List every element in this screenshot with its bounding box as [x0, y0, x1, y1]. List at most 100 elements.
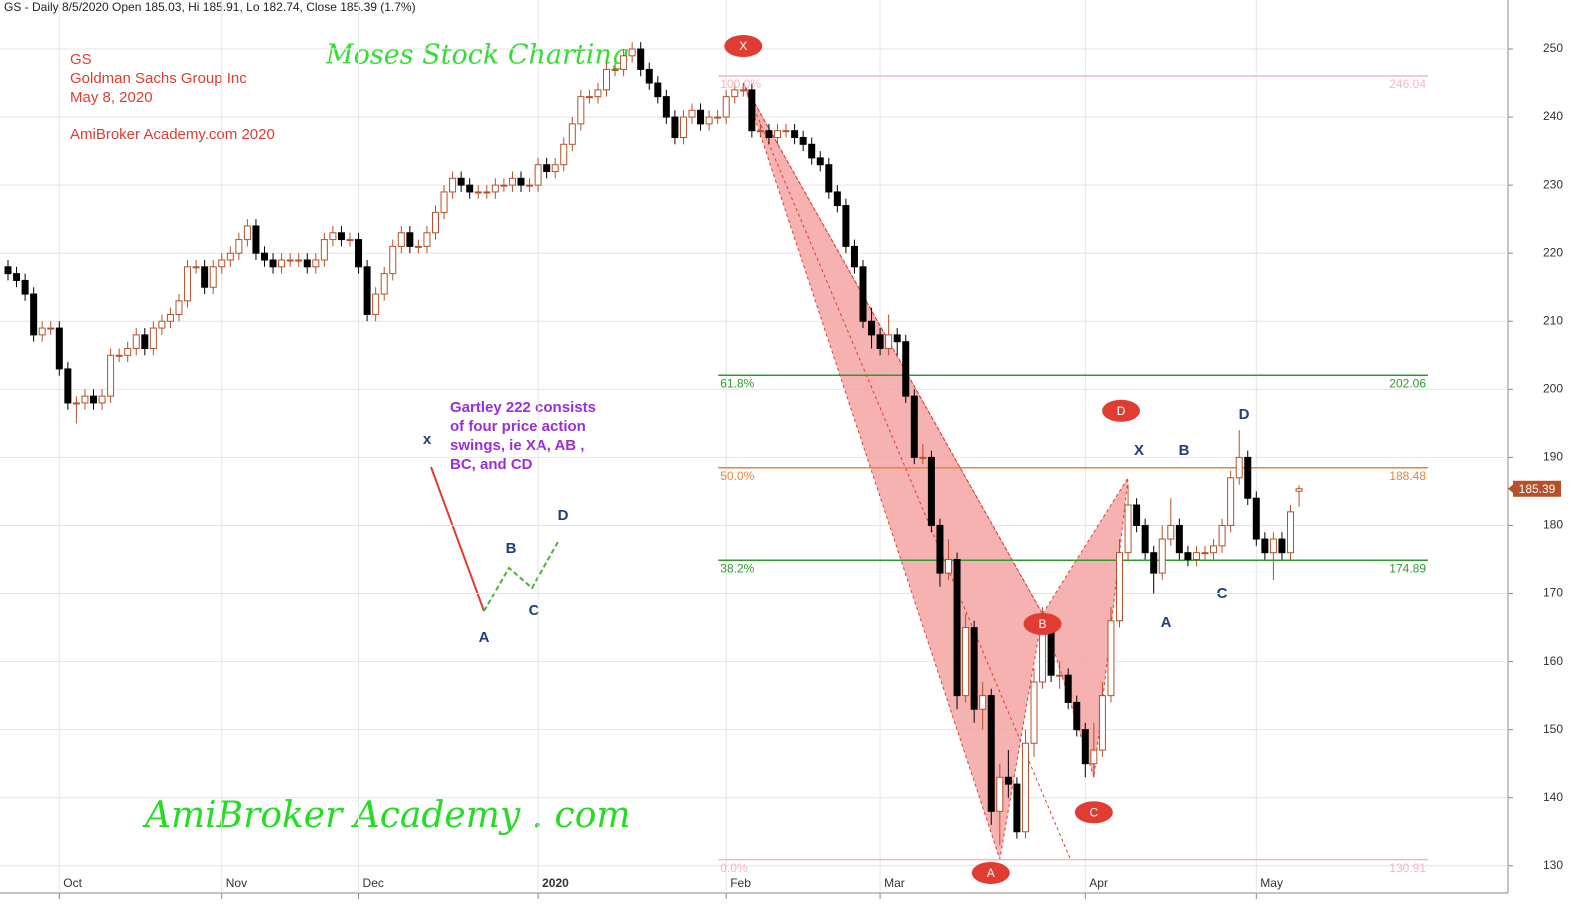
candle-body: [320, 239, 328, 261]
candle-body: [1124, 504, 1132, 554]
candle-body: [679, 116, 687, 138]
level-value: 188.48: [1389, 469, 1426, 483]
candle-body: [346, 239, 354, 242]
candle-body: [432, 211, 439, 234]
candle-body: [628, 48, 636, 57]
candle-body: [910, 395, 918, 458]
candle-body: [1150, 552, 1158, 574]
candle-body: [295, 259, 303, 262]
pattern-point: [1074, 801, 1113, 824]
candle-body: [337, 232, 345, 241]
candle-body: [209, 266, 217, 288]
y-tick-label: 160: [1543, 654, 1563, 668]
candle-body: [440, 191, 448, 213]
candle-body: [585, 96, 593, 99]
candle-body: [55, 327, 63, 370]
candle-body: [893, 334, 901, 343]
candle-body: [158, 320, 166, 329]
candle-body: [1004, 776, 1012, 785]
candle-body: [936, 524, 944, 574]
candle-body: [962, 627, 970, 697]
candle-body: [1218, 524, 1226, 547]
candle-body: [500, 184, 508, 187]
candle-body: [1021, 742, 1029, 833]
candle-body: [64, 368, 72, 404]
candle-body: [953, 558, 961, 697]
pattern-label: X: [1134, 442, 1144, 459]
candle-body: [1073, 701, 1081, 731]
y-tick-label: 130: [1543, 858, 1563, 872]
candle-body: [1158, 538, 1166, 574]
candle-body: [1175, 524, 1183, 554]
candle-body: [278, 259, 286, 268]
candle-body: [705, 116, 713, 125]
candle-body: [329, 232, 337, 241]
y-tick-label: 200: [1543, 381, 1563, 395]
candle-body: [603, 68, 610, 91]
candle-body: [526, 184, 534, 187]
candle-body: [885, 334, 893, 349]
candle-body: [1278, 538, 1286, 554]
candle-body: [90, 395, 97, 404]
candle-body: [1252, 497, 1260, 540]
y-tick-label: 240: [1543, 109, 1563, 123]
level-value: 246.04: [1389, 77, 1426, 91]
candle-body: [637, 48, 645, 70]
pattern-point-label: X: [739, 39, 747, 53]
candle-body: [1098, 695, 1106, 751]
candle-body: [560, 143, 568, 166]
candle-body: [397, 232, 405, 247]
candle-body: [166, 313, 174, 322]
watermark: Moses Stock Charting: [325, 40, 629, 71]
candle-body: [782, 130, 790, 133]
note: swings, ie XA, AB ,: [450, 437, 584, 454]
candle-body: [13, 273, 21, 281]
candle-body: [474, 191, 482, 194]
level-label: 61.8%: [720, 376, 754, 390]
candle-body: [355, 239, 363, 268]
candle-body: [902, 341, 910, 397]
candle-body: [850, 245, 858, 268]
candle-body: [286, 259, 294, 262]
candle-body: [38, 327, 46, 336]
y-tick-label: 140: [1543, 790, 1563, 804]
candle-body: [1133, 504, 1141, 526]
candle-body: [115, 354, 123, 357]
candle-body: [876, 334, 884, 349]
candle-body: [149, 327, 157, 349]
candle-body: [243, 225, 251, 241]
illustration-line: [430, 466, 485, 612]
candle-body: [645, 68, 653, 84]
candle-body: [671, 116, 679, 138]
candle-body: [688, 109, 696, 118]
candle-body: [363, 266, 371, 315]
candle-body: [107, 354, 115, 397]
candle-body: [868, 320, 876, 336]
candle-body: [739, 89, 747, 92]
candle-body: [774, 130, 781, 138]
pattern-point-label: D: [1117, 404, 1126, 418]
candle-body: [543, 164, 551, 173]
note: Gartley 222 consists: [450, 399, 596, 416]
pattern-point: [1102, 399, 1141, 422]
pattern-point-label: C: [1090, 805, 1099, 819]
candle-body: [218, 259, 226, 268]
illustration-label: A: [479, 629, 490, 646]
candle-body: [414, 245, 422, 248]
candle-body: [833, 191, 841, 207]
candle-body: [731, 89, 739, 98]
candle-body: [449, 177, 457, 193]
candle-body: [81, 395, 89, 404]
y-tick-label: 150: [1543, 722, 1563, 736]
level-value: 130.91: [1389, 861, 1426, 875]
candle-body: [303, 259, 311, 268]
candle-body: [662, 96, 670, 118]
watermark: AmiBroker Academy . com: [142, 795, 631, 836]
candle-body: [389, 245, 397, 275]
candle-body: [1013, 783, 1021, 833]
candle-body: [859, 266, 867, 322]
candle-body: [919, 456, 927, 459]
candle-body: [1116, 552, 1123, 622]
candle-body: [842, 205, 850, 247]
